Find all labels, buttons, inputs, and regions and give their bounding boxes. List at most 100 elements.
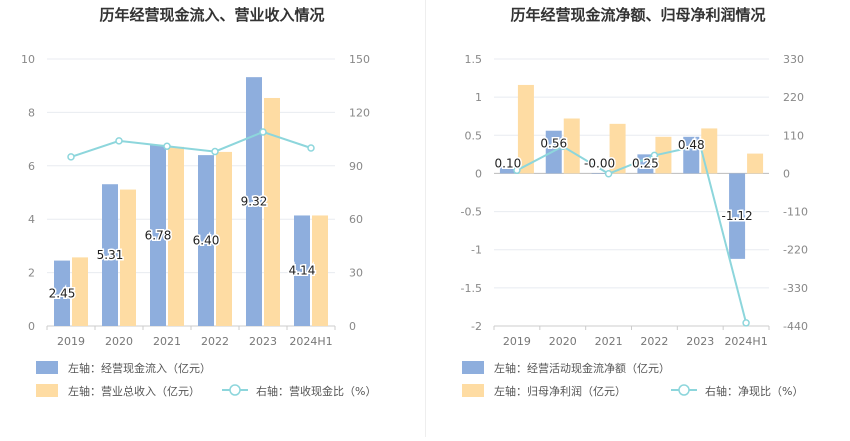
line-point [650, 151, 659, 160]
right-axis-tick-label: 110 [783, 129, 804, 142]
data-label: 0.56 [540, 136, 567, 150]
left-axis-tick-label: 6 [28, 160, 35, 173]
bar-revenue [120, 189, 136, 326]
left-axis-tick-label: 8 [28, 106, 35, 119]
x-axis-tick-label: 2019 [57, 335, 85, 348]
bar-cash-inflow [246, 77, 262, 326]
left-axis-tick-label: 10 [21, 53, 35, 66]
right-axis-tick-label: 60 [349, 213, 363, 226]
left-axis-tick-label: 4 [28, 213, 35, 226]
legend-label: 右轴：营收现金比（%） [256, 384, 376, 398]
data-label: 5.31 [97, 248, 124, 262]
line-point [307, 144, 315, 152]
right-axis-tick-label: -440 [783, 320, 808, 333]
legend-line-marker [229, 384, 241, 396]
line-point [696, 141, 704, 150]
data-label: -0.00 [584, 156, 615, 170]
panel-divider [425, 0, 426, 437]
bar-net-profit [747, 153, 764, 174]
data-label: 0.10 [495, 156, 522, 170]
legend-swatch [462, 384, 484, 397]
bar-revenue [312, 215, 328, 326]
x-axis-tick-label: 2020 [105, 335, 133, 348]
right-axis-tick-label: 30 [349, 267, 363, 280]
legend-swatch [36, 384, 58, 397]
bar-net-cashflow [637, 154, 654, 174]
data-label: 2.45 [49, 286, 76, 300]
line-net-cash-ratio [516, 144, 748, 324]
left-axis-tick-label: -1.5 [461, 282, 482, 295]
chart-panel-cash-inflow-revenue: 历年经营现金流入、营业收入情况 0 2 4 6 8 10 0 30 60 90 120 150 2019 2… [0, 0, 425, 437]
right-axis-tick-label: 0 [349, 320, 356, 333]
left-axis-tick-label: -2 [471, 320, 482, 333]
legend-swatch [462, 361, 484, 374]
left-axis-tick-label: -1 [471, 244, 482, 257]
data-label: 6.40 [193, 234, 220, 248]
right-axis-tick-label: -110 [783, 206, 808, 219]
line-point [604, 170, 613, 178]
line-point [67, 153, 75, 161]
chart-net-cashflow-profit: 历年经营现金流净额、归母净利润情况 -2 -1.5 -1 -0.5 0 0.5 1 1.5 -44… [461, 6, 808, 398]
line-point [559, 142, 567, 151]
legend-label: 左轴：经营现金流入（亿元） [68, 361, 211, 375]
bar-revenue [264, 97, 280, 327]
line-point [513, 166, 521, 175]
legend-label: 右轴：净现比（%） [705, 384, 803, 398]
legend-label: 左轴：营业总收入（亿元） [68, 384, 200, 398]
bar-revenue [216, 151, 232, 326]
x-axis-tick-label: 2023 [686, 335, 714, 348]
bar-cash-inflow [198, 155, 214, 326]
x-axis-tick-label: 2021 [153, 335, 181, 348]
right-axis-tick-label: -330 [783, 282, 808, 295]
bar-cash-inflow [294, 215, 310, 326]
line-point [211, 147, 219, 156]
x-axis-tick-label: 2024H1 [724, 335, 767, 348]
right-axis-tick-label: 330 [783, 53, 804, 66]
line-point [259, 128, 267, 136]
legend-line-marker [678, 384, 690, 396]
right-axis-tick-label: -220 [783, 244, 808, 257]
right-axis-tick-label: 90 [349, 160, 363, 173]
bar-cash-inflow [150, 144, 166, 326]
line-point [742, 319, 750, 327]
left-axis-tick-label: 0 [475, 167, 482, 180]
x-axis-tick-label: 2022 [201, 335, 229, 348]
data-label: 0.25 [632, 156, 659, 170]
x-axis-tick-label: 2023 [249, 335, 277, 348]
bar-net-cashflow [499, 165, 516, 174]
right-axis-tick-label: 120 [349, 106, 370, 119]
bar-revenue [168, 146, 184, 326]
data-label: 4.14 [289, 264, 316, 278]
bar-net-profit [517, 84, 534, 174]
data-label: 6.78 [145, 228, 172, 242]
line-revenue-cash-ratio [70, 130, 312, 158]
bar-cash-inflow [54, 260, 70, 326]
chart-cash-inflow-revenue: 历年经营现金流入、营业收入情况 0 2 4 6 8 10 0 30 60 90 120 150 2019 2… [21, 6, 376, 398]
bar-net-profit [655, 136, 672, 174]
legend-label: 左轴：经营活动现金流净额（亿元） [494, 361, 670, 375]
line-point [115, 137, 123, 145]
data-label: 9.32 [241, 195, 268, 209]
left-axis-tick-label: -0.5 [461, 206, 482, 219]
bar-net-cashflow [729, 173, 746, 259]
x-axis-tick-label: 2021 [595, 335, 623, 348]
left-axis-tick-label: 1 [475, 91, 482, 104]
chart-panel-net-cashflow-profit: 历年经营现金流净额、归母净利润情况 -2 -1.5 -1 -0.5 0 0.5 1 1.5 -44… [426, 0, 850, 437]
legend-swatch [36, 361, 58, 374]
chart-title: 历年经营现金流入、营业收入情况 [99, 6, 324, 24]
bar-net-profit [563, 118, 580, 174]
bar-revenue [72, 257, 88, 326]
data-label: -1.12 [722, 209, 753, 223]
left-axis-tick-label: 2 [28, 267, 35, 280]
bar-net-profit [609, 123, 626, 174]
right-axis-tick-label: 220 [783, 91, 804, 104]
x-axis-tick-label: 2022 [640, 335, 668, 348]
left-axis-tick-label: 1.5 [465, 53, 483, 66]
left-axis-tick-label: 0.5 [465, 129, 483, 142]
bar-net-cashflow [591, 173, 608, 174]
right-axis-tick-label: 0 [783, 167, 790, 180]
chart-title: 历年经营现金流净额、归母净利润情况 [510, 6, 765, 24]
x-axis-tick-label: 2020 [549, 335, 577, 348]
x-axis-tick-label: 2019 [503, 335, 531, 348]
